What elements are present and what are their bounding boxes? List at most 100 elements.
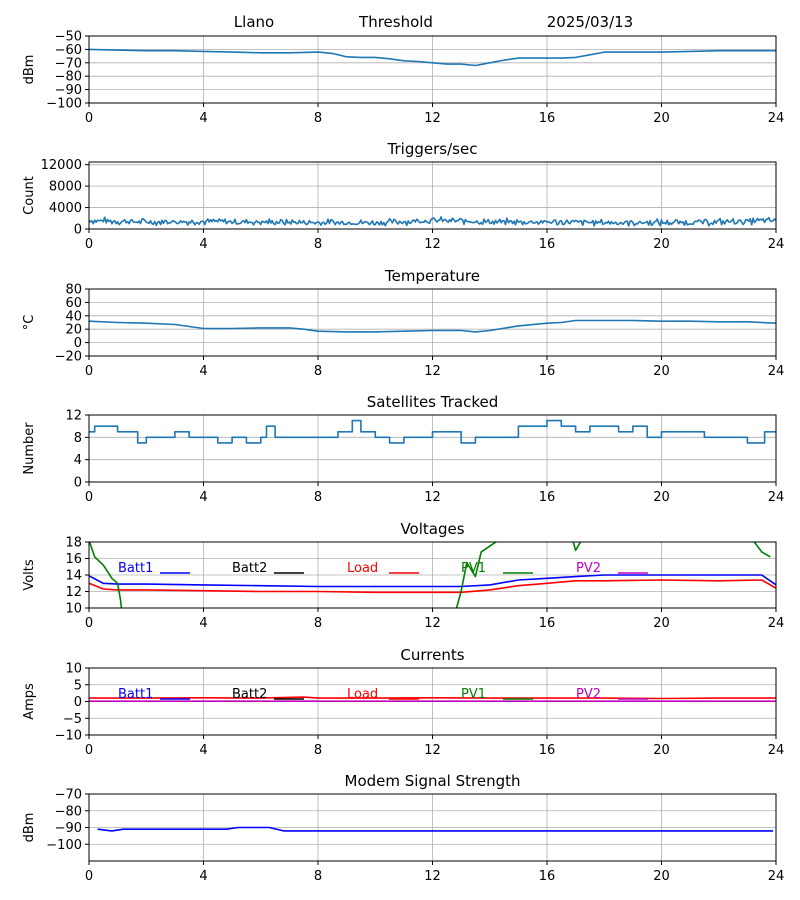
series-line-voltages-5 [753, 542, 771, 558]
xtick-label-temperature-4: 16 [539, 364, 556, 379]
ytick-label-threshold-2: −70 [55, 56, 82, 71]
series-group-triggers [89, 216, 776, 227]
ytick-label-temperature-1: 0 [74, 336, 82, 351]
header-station: Llano [234, 13, 274, 31]
xtick-label-threshold-6: 24 [768, 111, 785, 126]
ytick-label-temperature-5: 80 [65, 283, 82, 298]
xtick-label-voltages-6: 24 [768, 616, 785, 631]
ytick-label-modem-0: −100 [46, 838, 82, 853]
ytick-label-satellites-1: 4 [74, 453, 82, 468]
ytick-label-threshold-0: −50 [55, 30, 82, 45]
panel-modem: 0 4 8 12 16 20 24 −100 −90 −80−70 Modem Signal Str… [22, 772, 784, 884]
xtick-label-satellites-6: 24 [768, 490, 785, 505]
panel-satellites: 0 4 8 12 16 20 24 0 4 8 12 Satellites Tracked Number [22, 393, 784, 505]
xtick-label-modem-3: 12 [424, 869, 441, 884]
legend-item-voltages-batt2: Batt2 [232, 561, 304, 576]
legend-label-currents-4: PV2 [576, 687, 601, 702]
xtick-label-satellites-3: 12 [424, 490, 441, 505]
ylabel-satellites: Number [22, 422, 37, 475]
chart-title-triggers: Triggers/sec [387, 140, 478, 158]
grid-modem [88, 793, 777, 861]
xtick-label-satellites-2: 8 [314, 490, 322, 505]
xtick-label-satellites-1: 4 [199, 490, 207, 505]
legend-label-currents-3: PV1 [461, 687, 486, 702]
ytick-label-voltages-3: 16 [65, 552, 82, 567]
ytick-label-voltages-4: 18 [65, 536, 82, 551]
legend-item-currents-pv2: PV2 [576, 687, 648, 702]
xtick-label-triggers-6: 24 [768, 237, 785, 252]
ytick-label-threshold-1: −60 [55, 43, 82, 58]
ylabel-triggers: Count [22, 176, 37, 215]
xtick-label-currents-6: 24 [768, 743, 785, 758]
xtick-label-temperature-3: 12 [424, 364, 441, 379]
xtick-label-triggers-4: 16 [539, 237, 556, 252]
ylabel-threshold: dBm [22, 55, 37, 85]
xtick-label-triggers-3: 12 [424, 237, 441, 252]
xtick-label-modem-2: 8 [314, 869, 322, 884]
chart-title-voltages: Voltages [400, 520, 464, 538]
legend-item-voltages-load: Load [347, 561, 419, 576]
legend-label-voltages-2: Load [347, 561, 378, 576]
xtick-label-threshold-5: 20 [653, 111, 670, 126]
ytick-label-triggers-0: 0 [74, 223, 82, 238]
xtick-label-voltages-2: 8 [314, 616, 322, 631]
xtick-label-currents-3: 12 [424, 743, 441, 758]
series-group-temperature [89, 319, 776, 333]
ytick-label-threshold-3: −80 [55, 70, 82, 85]
panel-triggers: 0 4 8 12 16 20 24 0 4000 8000 12000 Triggers/sec Cou… [22, 140, 784, 252]
xtick-label-currents-5: 20 [653, 743, 670, 758]
xtick-label-modem-6: 24 [768, 869, 785, 884]
legend-label-voltages-1: Batt2 [232, 561, 267, 576]
ytick-label-temperature-3: 40 [65, 309, 82, 324]
legend-item-voltages-pv2: PV2 [576, 561, 648, 576]
xtick-label-threshold-2: 8 [314, 111, 322, 126]
series-line-voltages-2 [89, 542, 123, 608]
xtick-label-voltages-5: 20 [653, 616, 670, 631]
ytick-label-modem-1: −90 [55, 821, 82, 836]
ytick-label-temperature-2: 20 [65, 323, 82, 338]
series-group-satellites [89, 419, 776, 444]
xtick-label-currents-4: 16 [539, 743, 556, 758]
ytick-label-voltages-2: 14 [65, 569, 82, 584]
xtick-label-triggers-2: 8 [314, 237, 322, 252]
chart-title-satellites: Satellites Tracked [367, 393, 498, 411]
ylabel-voltages: Volts [22, 559, 37, 591]
xtick-label-threshold-0: 0 [85, 111, 93, 126]
ytick-label-voltages-0: 10 [65, 602, 82, 617]
ylabel-temperature: °C [22, 315, 37, 331]
grid-satellites [88, 414, 777, 483]
legend-item-voltages-pv1: PV1 [461, 561, 533, 576]
xtick-label-modem-1: 4 [199, 869, 207, 884]
xtick-label-threshold-4: 16 [539, 111, 556, 126]
panel-threshold: 0 4 8 12 16 20 24 −50−60−70−80−90−100 dBm [22, 30, 784, 127]
xtick-label-temperature-6: 24 [768, 364, 785, 379]
series-line-satellites-0 [89, 419, 776, 444]
header-row: Llano Threshold 2025/03/13 [234, 13, 633, 31]
legend-label-currents-2: Load [347, 687, 378, 702]
xtick-label-voltages-3: 12 [424, 616, 441, 631]
header-plot-name: Threshold [358, 13, 433, 31]
xtick-label-voltages-1: 4 [199, 616, 207, 631]
legend-label-voltages-0: Batt1 [118, 561, 153, 576]
grid-threshold [88, 35, 777, 104]
series-line-voltages-3 [455, 542, 498, 608]
xtick-label-voltages-0: 0 [85, 616, 93, 631]
series-line-voltages-4 [572, 542, 582, 552]
ytick-label-currents-1: −5 [63, 712, 82, 727]
ytick-label-threshold-5: −100 [46, 97, 82, 112]
xtick-label-satellites-0: 0 [85, 490, 93, 505]
xtick-label-satellites-5: 20 [653, 490, 670, 505]
header-date: 2025/03/13 [547, 13, 633, 31]
xtick-label-triggers-0: 0 [85, 237, 93, 252]
series-line-modem-0 [97, 826, 774, 832]
ytick-label-currents-4: 10 [65, 662, 82, 677]
ytick-label-triggers-3: 12000 [41, 158, 82, 173]
xtick-label-currents-0: 0 [85, 743, 93, 758]
series-line-temperature-0 [89, 319, 776, 333]
legend-item-currents-pv1: PV1 [461, 687, 533, 702]
ytick-label-currents-3: 5 [74, 678, 82, 693]
xtick-label-satellites-4: 16 [539, 490, 556, 505]
ytick-label-temperature-4: 60 [65, 296, 82, 311]
